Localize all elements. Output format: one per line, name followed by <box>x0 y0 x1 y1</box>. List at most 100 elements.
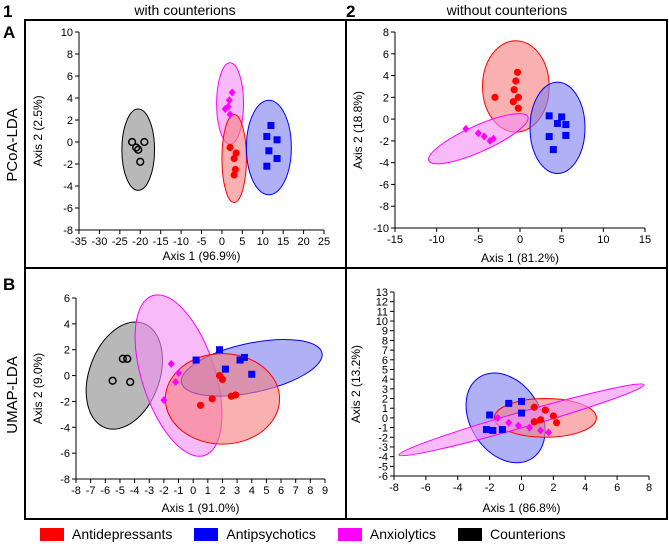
y-tick-label: 0 <box>383 114 389 126</box>
point-antidepressants <box>530 403 538 411</box>
x-tick-label: 5 <box>239 236 245 248</box>
x-tick-label: -8 <box>389 482 399 494</box>
legend-swatch-counterions <box>458 527 483 541</box>
x-tick-label: -6 <box>421 482 431 494</box>
panel-grid <box>24 19 668 520</box>
point-anxiolytics <box>221 105 229 113</box>
x-tick-label: 0 <box>219 236 225 248</box>
x-tick-label: -4 <box>453 482 463 494</box>
y-tick-label: 2 <box>67 115 73 127</box>
legend-item-counterions: Counterions <box>458 526 566 542</box>
point-counterions <box>108 376 117 385</box>
y-axis-label: Axis 2 (2.5%) <box>31 95 45 166</box>
legend-label-antidepressants: Antidepressants <box>72 526 173 542</box>
x-tick-label: 1 <box>205 485 211 497</box>
x-tick-label: 4 <box>249 485 255 497</box>
y-axis-label: Axis 2 (13.2%) <box>349 345 363 423</box>
panel-b2-chart: -8 -6 -4 -2 0 2 4 6 8-6-5-4-3-2-1012345678910111… <box>349 287 652 515</box>
point-antidepressants <box>509 98 517 106</box>
point-antipsychotics <box>498 426 506 434</box>
x-tick-label: 15 <box>639 234 651 246</box>
point-antidepressants <box>196 401 205 409</box>
y-tick-label: 1 <box>382 403 388 415</box>
point-antidepressants <box>514 93 522 101</box>
row-a-letter: A <box>3 23 15 42</box>
point-antipsychotics <box>558 113 566 121</box>
y-tick-label: 0 <box>64 371 70 383</box>
row-b-letter: B <box>3 275 15 294</box>
point-antipsychotics <box>273 136 281 144</box>
y-tick-label: 4 <box>67 93 73 105</box>
point-antidepressants <box>549 412 557 420</box>
point-antipsychotics <box>486 411 494 419</box>
y-tick-label: -4 <box>63 181 73 193</box>
point-antipsychotics <box>265 147 273 155</box>
y-tick-label: 3 <box>382 384 388 396</box>
y-axis-label: Axis 2 (18.8%) <box>351 91 365 169</box>
column-1-number: 1 <box>3 2 12 21</box>
point-antipsychotics <box>518 397 525 405</box>
x-tick-label: 10 <box>257 236 269 248</box>
x-axis-label: Axis 1 (96.9%) <box>162 249 240 263</box>
x-tick-label: -5 <box>197 236 207 248</box>
y-tick-label: 10 <box>61 27 73 39</box>
x-tick-label: 3 <box>234 485 240 497</box>
y-tick-label: 6 <box>64 293 70 305</box>
panel-b1-chart: -8 -7 -6 -5 -4 -3 -2 -1 0 1 2 3 4 5 6 7 8 9-8-6-4-20246Ax… <box>31 293 328 515</box>
point-antidepressants <box>491 93 499 101</box>
point-antipsychotics <box>248 370 256 378</box>
y-tick-label: 4 <box>383 71 389 83</box>
y-tick-label: 2 <box>64 345 70 357</box>
y-tick-label: 10 <box>376 316 388 328</box>
x-tick-label: -10 <box>173 236 189 248</box>
x-tick-label: 6 <box>278 485 284 497</box>
point-antipsychotics <box>482 426 490 434</box>
x-tick-label: -6 <box>100 485 110 497</box>
point-antipsychotics <box>545 133 553 141</box>
point-anxiolytics <box>537 426 545 435</box>
x-tick-label: 6 <box>614 482 620 494</box>
y-tick-label: -10 <box>373 223 389 235</box>
y-axis-label: Axis 2 (9.0%) <box>31 353 45 424</box>
point-antipsychotics <box>562 121 570 129</box>
point-antipsychotics <box>489 426 497 434</box>
x-tick-label: 8 <box>307 485 313 497</box>
x-tick-label: 20 <box>297 236 309 248</box>
x-tick-label: 25 <box>318 236 330 248</box>
y-tick-label: 7 <box>382 345 388 357</box>
point-antipsychotics <box>518 409 525 417</box>
y-tick-label: -2 <box>60 396 70 408</box>
y-tick-label: 6 <box>67 71 73 83</box>
y-tick-label: -8 <box>60 474 70 486</box>
point-antidepressants <box>232 391 240 399</box>
point-anxiolytics <box>545 428 553 437</box>
point-antipsychotics <box>273 155 281 162</box>
point-counterions <box>136 157 145 166</box>
point-counterions <box>127 137 137 147</box>
x-tick-label: 0 <box>517 234 523 246</box>
x-tick-label: -1 <box>174 485 184 497</box>
point-antipsychotics <box>240 353 248 361</box>
x-tick-label: 10 <box>597 234 609 246</box>
x-tick-label: -35 <box>71 236 87 248</box>
y-tick-label: 12 <box>376 297 388 309</box>
x-tick-label: -5 <box>473 234 483 246</box>
legend-item-antipsychotics: Antipsychotics <box>194 526 316 542</box>
point-antipsychotics <box>216 346 224 354</box>
x-tick-label: -25 <box>112 236 128 248</box>
panel-a1-chart: -35 -30 -25 -20 -15 -10 -5 0 5 10 15 20 25-8-6-4-202… <box>31 27 330 263</box>
column-2-title: without counterions <box>446 2 568 18</box>
x-tick-label: -30 <box>91 236 107 248</box>
point-anxiolytics <box>225 96 233 105</box>
point-antipsychotics <box>562 131 570 139</box>
point-antipsychotics <box>505 399 513 407</box>
y-tick-label: -8 <box>379 201 389 213</box>
x-tick-label: -7 <box>86 485 96 497</box>
point-anxiolytics <box>494 413 502 422</box>
x-tick-label: -20 <box>132 236 148 248</box>
y-tick-label: -1 <box>378 423 388 435</box>
point-counterions <box>134 145 143 154</box>
point-anxiolytics <box>505 418 513 427</box>
y-tick-label: 0 <box>67 137 73 149</box>
